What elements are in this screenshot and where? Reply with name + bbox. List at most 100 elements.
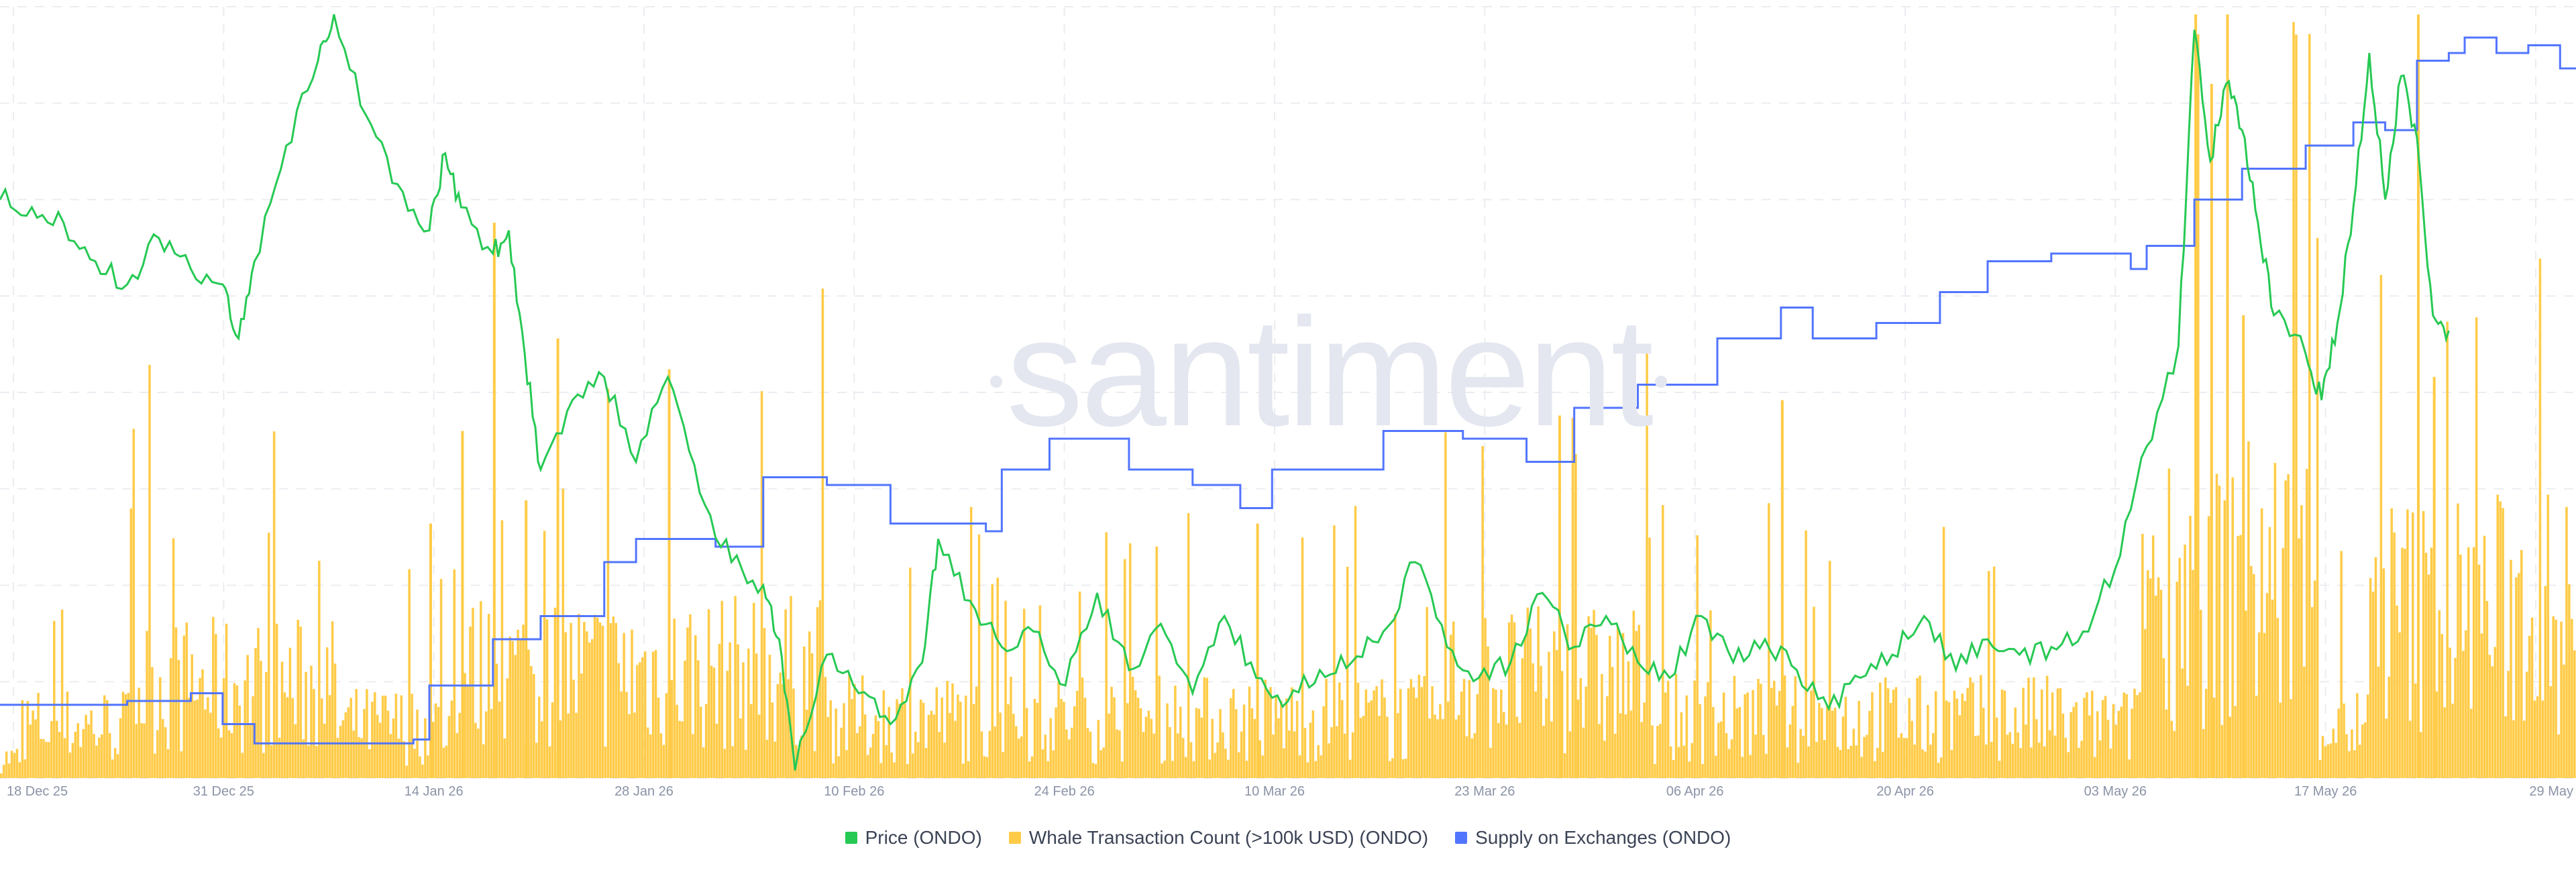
whale-bar (2361, 724, 2364, 778)
whale-bar (641, 657, 644, 778)
whale-bar (113, 748, 117, 778)
whale-bar (1280, 700, 1283, 778)
legend-item-supply[interactable]: Supply on Exchanges (ONDO) (1455, 827, 1731, 849)
whale-bar (2504, 716, 2507, 778)
whale-bar (1693, 680, 1696, 778)
whale-bar (537, 696, 541, 778)
legend-item-whale[interactable]: Whale Transaction Count (>100k USD) (OND… (1008, 827, 1428, 849)
whale-bar (466, 685, 469, 778)
whale-bar (659, 733, 663, 778)
whale-bar (912, 753, 914, 778)
whale-bar (1177, 733, 1179, 778)
whale-bar (469, 626, 472, 778)
whale-bar (217, 728, 220, 778)
whale-bar (2268, 527, 2271, 778)
whale-bar (2287, 474, 2290, 778)
whale-bar (148, 365, 151, 778)
whale-bar (951, 683, 954, 778)
whale-bar (2197, 34, 2200, 778)
whale-bar (58, 732, 61, 778)
whale-bar (1399, 689, 1402, 778)
whale-bar (331, 621, 334, 778)
whale-bar (355, 689, 358, 778)
whale-bar (1560, 671, 1564, 778)
whale-bar (1523, 636, 1527, 778)
whale-bar-peak (2226, 14, 2229, 778)
whale-bar (1701, 764, 1704, 778)
whale-bar (480, 601, 482, 778)
whale-bar (1937, 763, 1940, 778)
whale-bar (2067, 752, 2070, 778)
x-axis-ticks: 18 Dec 25 31 Dec 25 14 Jan 26 28 Jan 26 10 F… (7, 784, 2573, 799)
whale-bar (374, 692, 376, 778)
whale-bar (670, 679, 674, 778)
whale-bar (188, 697, 191, 778)
x-tick-label: 31 Dec 25 (193, 784, 254, 799)
whale-bar (2520, 549, 2523, 778)
whale-bar (1924, 751, 1927, 778)
whale-bar (1412, 687, 1415, 778)
whale-bar (1939, 757, 1943, 778)
whale-bar (2512, 720, 2515, 778)
whale-bar (1664, 692, 1667, 778)
whale-bar (1980, 675, 1982, 778)
whale-bar (596, 617, 599, 778)
whale-bar (431, 722, 435, 778)
whale-bar (2396, 605, 2398, 778)
whale-bar (1715, 755, 1717, 778)
whale-bar (519, 639, 522, 778)
whale-bar (1953, 690, 1956, 778)
whale-bar (2303, 666, 2306, 778)
whale-bar (1020, 736, 1023, 778)
whale-bar (1613, 733, 1617, 778)
whale-bar (1487, 646, 1489, 778)
whale-bar (771, 702, 774, 778)
whale-bar (32, 710, 34, 778)
whale-bar (90, 710, 93, 778)
whale-bar (2343, 703, 2345, 778)
whale-bar (980, 731, 983, 778)
whale-bar (1116, 729, 1118, 778)
whale-bar (135, 724, 138, 778)
whale-bar (590, 639, 594, 778)
whale-bar-peak (556, 338, 559, 778)
whale-bar (1401, 759, 1405, 778)
whale-bar (177, 659, 180, 778)
legend-item-price[interactable]: Price (ONDO) (845, 827, 982, 849)
whale-bar (1783, 675, 1786, 778)
whale-bar (1537, 606, 1540, 778)
whale-bar (2123, 692, 2125, 778)
whale-bar (967, 761, 970, 778)
whale-bar (1341, 700, 1344, 778)
whale-bar (1656, 726, 1659, 778)
whale-bar (1616, 626, 1619, 778)
whale-bar (1052, 750, 1055, 778)
whale-bar (15, 749, 19, 778)
whale-bar (646, 727, 649, 778)
whale-bar (278, 737, 281, 778)
whale-bar (2215, 474, 2218, 778)
whale-bar (1762, 734, 1765, 778)
whale-bar (204, 709, 207, 778)
whale-bar (1786, 747, 1789, 778)
whale-bar (1754, 734, 1757, 778)
whale-bar (919, 699, 922, 778)
whale-bar (474, 722, 477, 778)
whale-bar (1147, 710, 1150, 778)
whale-bar (2265, 593, 2269, 778)
whale-bar (2212, 698, 2216, 778)
whale-bar (1124, 559, 1126, 778)
whale-bar (2528, 635, 2531, 778)
whale-bar (1356, 682, 1360, 778)
whale-bar (580, 673, 583, 778)
whale-bar (1102, 747, 1105, 778)
whale-bar (543, 531, 546, 778)
whale-bar (752, 602, 755, 778)
whale-bar (1055, 707, 1057, 778)
whale-bar (1010, 676, 1012, 778)
whale-bar (1662, 505, 1664, 778)
whale-bar (601, 625, 604, 778)
whale-bar (715, 723, 718, 778)
whale-bar (2284, 480, 2287, 778)
whale-bar (1237, 752, 1240, 778)
